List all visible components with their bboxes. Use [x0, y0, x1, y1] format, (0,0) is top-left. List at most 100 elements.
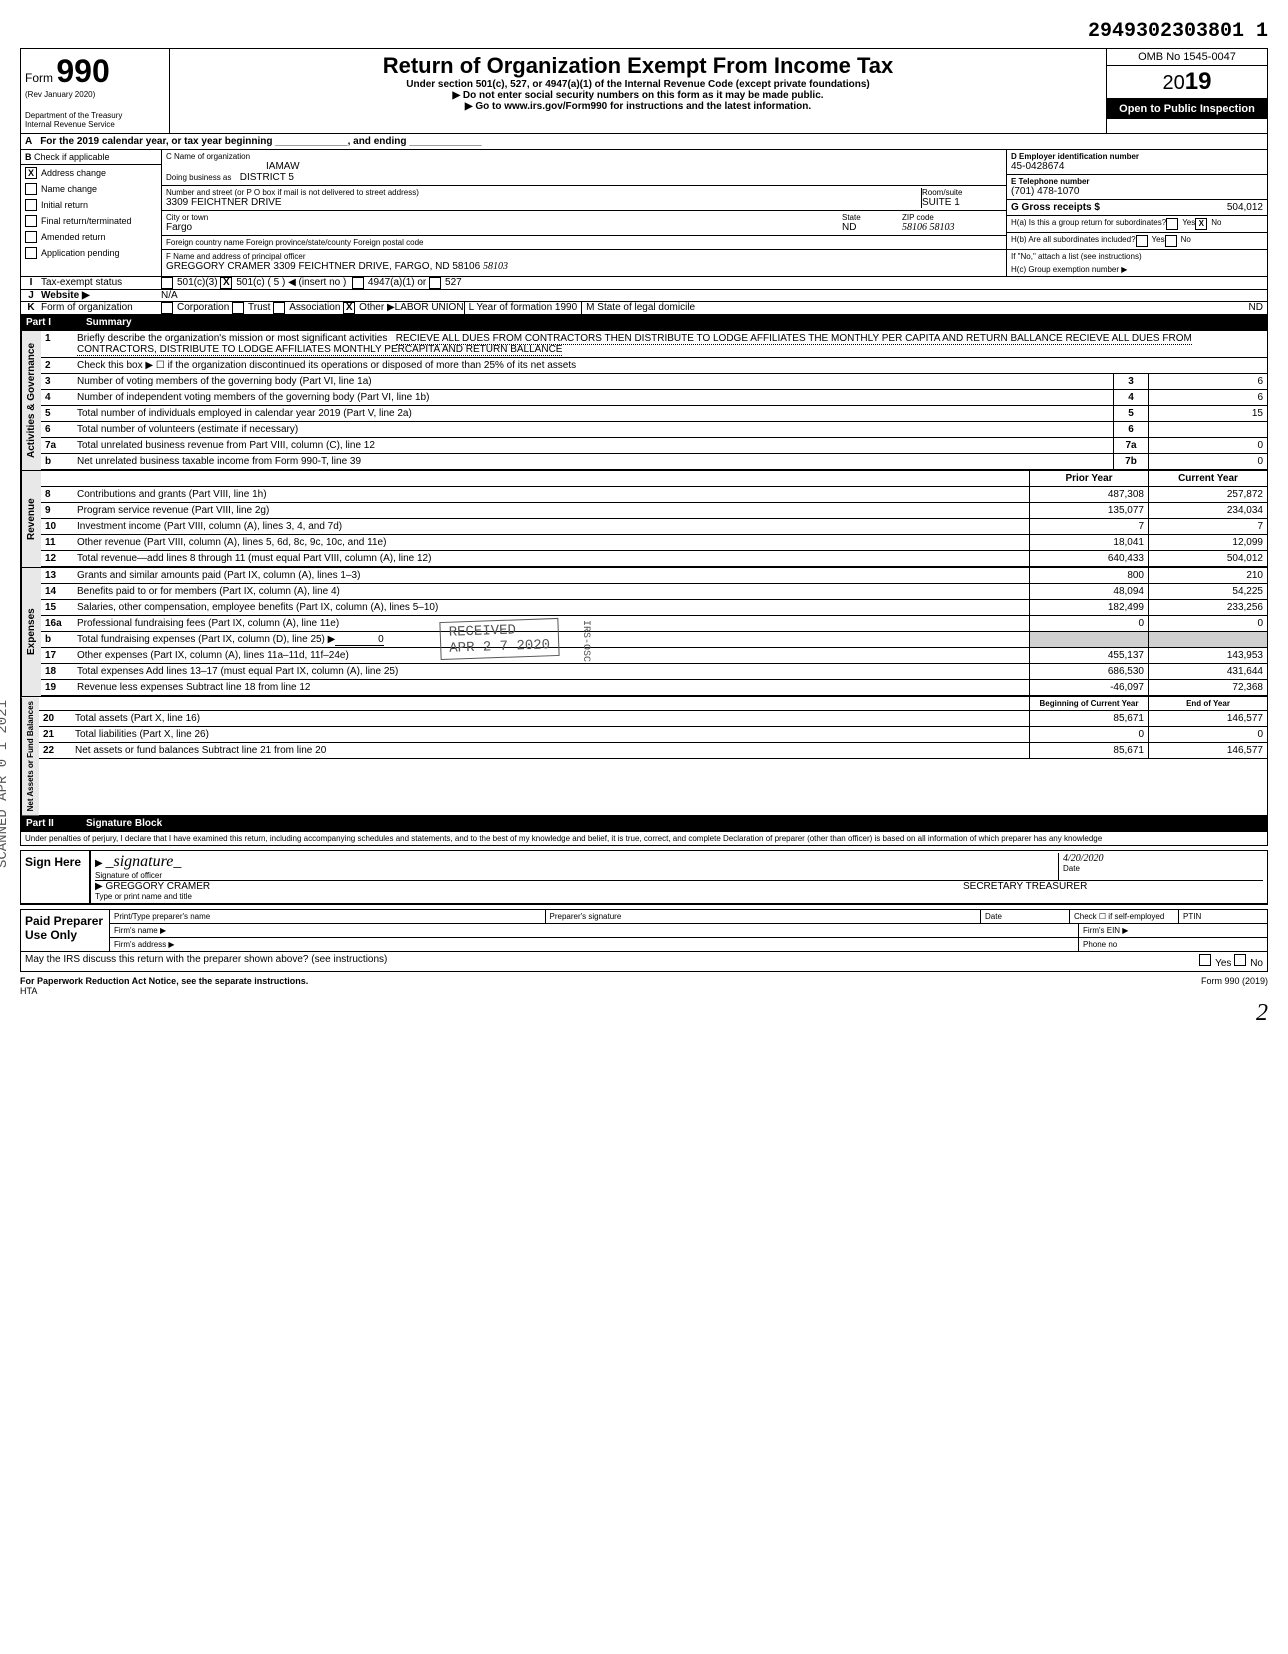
prior-val: 85,671: [1029, 743, 1148, 758]
page-hand: 2: [20, 1000, 1268, 1027]
cb-527[interactable]: [429, 277, 441, 289]
org-name: IAMAW: [166, 161, 1002, 172]
summary-line: 18Total expenses Add lines 13–17 (must e…: [41, 664, 1267, 680]
officer-zip-hand: 58103: [483, 261, 508, 272]
summary-line: 7aTotal unrelated business revenue from …: [41, 438, 1267, 454]
dept: Department of the Treasury: [25, 111, 165, 120]
officer-label: F Name and address of principal officer: [166, 252, 1002, 261]
cb-name-label: Name change: [41, 184, 97, 194]
prior-val: 18,041: [1029, 535, 1148, 550]
summary-line: 4Number of independent voting members of…: [41, 390, 1267, 406]
discuss-yes[interactable]: [1199, 954, 1211, 966]
curr-val: 146,577: [1148, 743, 1267, 758]
sig-officer-label: Signature of officer: [95, 871, 1058, 880]
sig-date-label: Date: [1063, 864, 1263, 873]
form-org-other: Other ▶: [359, 302, 394, 314]
summary-line: 11Other revenue (Part VIII, column (A), …: [41, 535, 1267, 551]
line-num: 5: [41, 406, 73, 421]
line-text: Total number of individuals employed in …: [73, 406, 1113, 421]
mission-label: Briefly describe the organization's miss…: [77, 333, 387, 344]
line-num: 18: [41, 664, 73, 679]
year-formation: 1990: [555, 302, 577, 313]
prior-val: 7: [1029, 519, 1148, 534]
sig-title: SECRETARY TREASURER: [963, 881, 1263, 892]
curr-val: 7: [1148, 519, 1267, 534]
gross: 504,012: [1227, 202, 1263, 213]
gross-label: G Gross receipts $: [1011, 202, 1100, 213]
summary-line: 21Total liabilities (Part X, line 26)00: [39, 727, 1267, 743]
line-num: 3: [41, 374, 73, 389]
paperwork: For Paperwork Reduction Act Notice, see …: [20, 976, 308, 986]
line-num: 6: [41, 422, 73, 437]
cb-trust[interactable]: [232, 302, 244, 314]
cb-initial-label: Initial return: [41, 200, 88, 210]
phone-label: E Telephone number: [1011, 177, 1090, 186]
line-num: b: [41, 632, 73, 647]
prep-check-label: Check ☐ if self-employed: [1069, 910, 1178, 923]
cb-address[interactable]: X: [25, 167, 37, 179]
line-text: Total liabilities (Part X, line 26): [71, 727, 1029, 742]
summary-line: 22Net assets or fund balances Subtract l…: [39, 743, 1267, 759]
part1-title: Summary: [86, 317, 132, 328]
prior-val: [1029, 632, 1148, 647]
omb: OMB No 1545-0047: [1107, 49, 1267, 66]
tax-501c-num: 5: [274, 277, 280, 289]
summary-line: bTotal fundraising expenses (Part IX, co…: [41, 632, 1267, 648]
cb-4947[interactable]: [352, 277, 364, 289]
summary-line: 14Benefits paid to or for members (Part …: [41, 584, 1267, 600]
curr-val: 234,034: [1148, 503, 1267, 518]
cb-name[interactable]: [25, 183, 37, 195]
vert-governance: Activities & Governance: [21, 331, 41, 470]
line-num: 9: [41, 503, 73, 518]
line-key: 4: [1113, 390, 1148, 405]
subtitle1: Under section 501(c), 527, or 4947(a)(1)…: [174, 79, 1102, 90]
cb-amended[interactable]: [25, 231, 37, 243]
summary-line: 8Contributions and grants (Part VIII, li…: [41, 487, 1267, 503]
cb-501c3[interactable]: [161, 277, 173, 289]
cb-other[interactable]: X: [343, 302, 355, 314]
line-num: 20: [39, 711, 71, 726]
cb-initial[interactable]: [25, 199, 37, 211]
curr-val: 143,953: [1148, 648, 1267, 663]
line-text: Program service revenue (Part VIII, line…: [73, 503, 1029, 518]
col-b-header: Check if applicable: [34, 152, 110, 162]
yes-3: Yes: [1215, 958, 1231, 969]
ein-label: D Employer identification number: [1011, 152, 1139, 161]
line-num: 8: [41, 487, 73, 502]
year-formation-label: L Year of formation: [469, 302, 553, 313]
main-grid: B Check if applicable XAddress change Na…: [20, 150, 1268, 277]
discuss-no[interactable]: [1234, 954, 1246, 966]
cb-501c[interactable]: X: [220, 277, 232, 289]
eoy-header: End of Year: [1148, 697, 1267, 710]
form-org-corp: Corporation: [177, 302, 229, 314]
scanned-stamp: SCANNED APR 0 1 2021: [0, 700, 11, 868]
line-key: 3: [1113, 374, 1148, 389]
form-org-assoc: Association: [289, 302, 340, 314]
ha-no[interactable]: X: [1195, 218, 1207, 230]
cb-pending[interactable]: [25, 247, 37, 259]
no-2: No: [1181, 235, 1191, 247]
prior-val: 135,077: [1029, 503, 1148, 518]
cb-assoc[interactable]: [273, 302, 285, 314]
year-prefix: 20: [1163, 72, 1185, 94]
line-text: Number of independent voting members of …: [73, 390, 1113, 405]
discuss: May the IRS discuss this return with the…: [25, 954, 387, 969]
cb-final[interactable]: [25, 215, 37, 227]
part1-label: Part I: [26, 317, 86, 328]
ha-yes[interactable]: [1166, 218, 1178, 230]
cb-corp[interactable]: [161, 302, 173, 314]
line-text: Contributions and grants (Part VIII, lin…: [73, 487, 1029, 502]
line-text: Total unrelated business revenue from Pa…: [73, 438, 1113, 453]
cb-pending-label: Application pending: [41, 248, 120, 258]
cb-final-label: Final return/terminated: [41, 216, 132, 226]
summary-line: 12Total revenue—add lines 8 through 11 (…: [41, 551, 1267, 567]
line-num: b: [41, 454, 73, 469]
hb-no[interactable]: [1165, 235, 1177, 247]
line-val: 15: [1148, 406, 1267, 421]
prior-val: 48,094: [1029, 584, 1148, 599]
prior-val: 85,671: [1029, 711, 1148, 726]
line-a-text: For the 2019 calendar year, or tax year …: [40, 136, 481, 147]
room-label: Room/suite: [922, 188, 1002, 197]
hb-yes[interactable]: [1136, 235, 1148, 247]
curr-val: 210: [1148, 568, 1267, 583]
